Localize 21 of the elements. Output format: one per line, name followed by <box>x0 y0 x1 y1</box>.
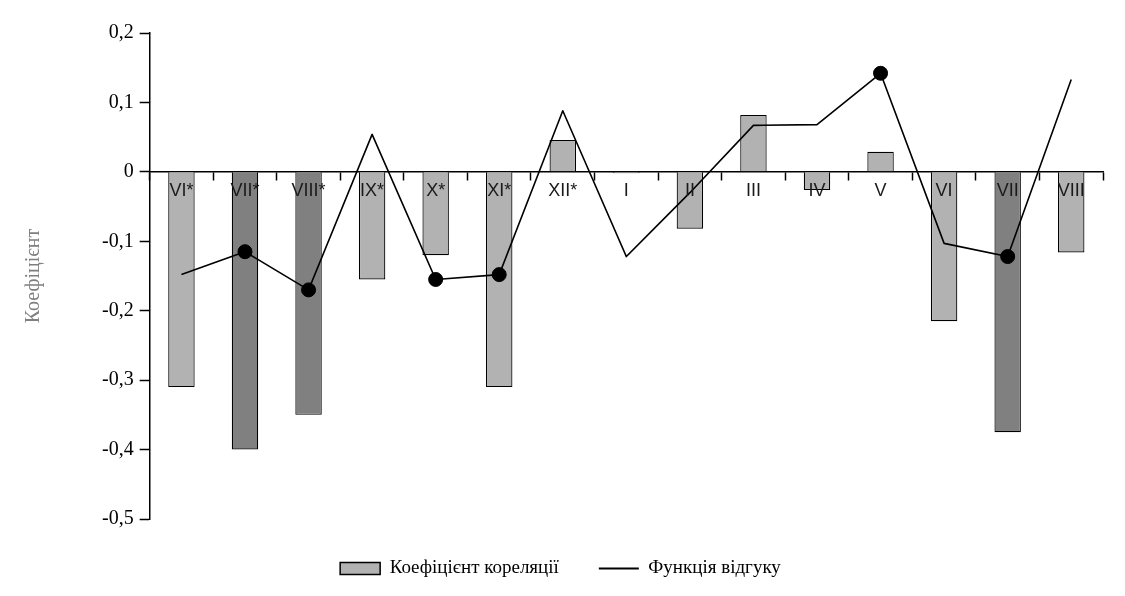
x-tick-label: IX* <box>360 179 385 200</box>
x-tick-label: VI* <box>169 179 194 200</box>
x-tick-label: I <box>623 179 629 200</box>
y-tick-label: 0 <box>123 159 134 182</box>
legend-label: Функція відгуку <box>648 556 782 578</box>
x-tick-label: III <box>745 179 761 200</box>
y-tick-label: -0,2 <box>101 297 134 320</box>
y-axis-title: Коефіцієнт <box>21 228 45 324</box>
x-tick-label: VII <box>996 179 1019 200</box>
x-tick-label: VI <box>935 179 953 200</box>
y-tick-label: -0,3 <box>101 367 134 390</box>
x-tick-label: XI* <box>487 179 512 200</box>
y-tick-label: -0,4 <box>101 436 134 459</box>
y-tick-label: -0,5 <box>101 506 134 529</box>
x-tick-label: XII* <box>548 179 578 200</box>
y-tick-label: -0,1 <box>101 228 134 251</box>
y-tick-label: 0,1 <box>108 89 134 112</box>
x-tick-label: X* <box>426 179 446 200</box>
legend-label: Коефіцієнт кореляції <box>389 556 560 578</box>
y-tick-label: 0,2 <box>108 20 134 43</box>
x-tick-label: V <box>874 179 887 200</box>
